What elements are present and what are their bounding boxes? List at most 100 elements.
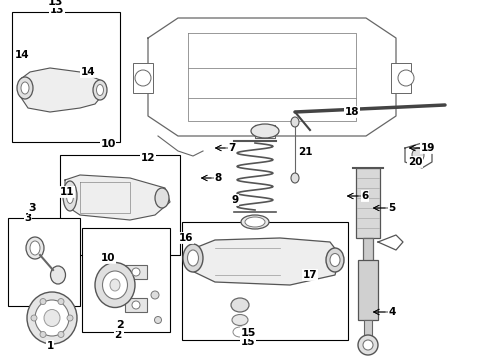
Text: 11: 11: [60, 187, 74, 197]
Text: 2: 2: [116, 320, 124, 330]
Text: 6: 6: [362, 191, 368, 201]
Text: 14: 14: [15, 50, 29, 60]
Text: 7: 7: [228, 143, 236, 153]
Text: 3: 3: [28, 203, 36, 213]
Ellipse shape: [232, 315, 248, 325]
Polygon shape: [20, 68, 105, 112]
Bar: [182, 222, 348, 340]
Text: 16: 16: [179, 233, 193, 243]
Text: 4: 4: [388, 307, 396, 317]
Ellipse shape: [412, 148, 424, 162]
Circle shape: [31, 315, 37, 321]
Ellipse shape: [95, 262, 135, 307]
Circle shape: [58, 332, 64, 337]
Bar: [125, 298, 147, 312]
Text: 3: 3: [29, 206, 35, 216]
Bar: [363, 238, 373, 265]
Text: 10: 10: [101, 253, 115, 263]
Text: 15: 15: [241, 337, 255, 347]
Ellipse shape: [102, 271, 127, 299]
Ellipse shape: [110, 279, 120, 291]
Text: 10: 10: [101, 142, 115, 152]
Bar: [12, 12, 120, 142]
Text: 4: 4: [388, 307, 396, 317]
Bar: [364, 320, 372, 345]
Circle shape: [67, 315, 73, 321]
Text: 3: 3: [24, 213, 32, 223]
Polygon shape: [190, 238, 340, 285]
Ellipse shape: [67, 189, 74, 203]
Ellipse shape: [132, 268, 140, 276]
Text: 20: 20: [408, 157, 422, 167]
Circle shape: [363, 340, 373, 350]
Ellipse shape: [50, 266, 66, 284]
Text: 14: 14: [81, 67, 96, 77]
Text: 21: 21: [298, 147, 312, 157]
Text: 1: 1: [47, 341, 53, 351]
Bar: [391, 63, 411, 93]
Ellipse shape: [151, 291, 159, 299]
Circle shape: [40, 332, 46, 337]
Text: 2: 2: [114, 330, 122, 340]
Ellipse shape: [330, 253, 340, 266]
Text: 20: 20: [408, 157, 422, 167]
Text: 13: 13: [49, 0, 62, 10]
Text: 1: 1: [47, 341, 53, 351]
Text: 19: 19: [421, 143, 435, 153]
Ellipse shape: [35, 300, 69, 336]
Circle shape: [58, 298, 64, 305]
Ellipse shape: [17, 77, 33, 99]
Ellipse shape: [132, 301, 140, 309]
Text: 17: 17: [303, 270, 318, 280]
Text: 16: 16: [179, 233, 193, 243]
Text: 3: 3: [24, 213, 32, 223]
Text: 10: 10: [100, 139, 116, 149]
Circle shape: [135, 70, 151, 86]
Ellipse shape: [21, 82, 29, 94]
Text: 5: 5: [389, 203, 395, 213]
Ellipse shape: [233, 327, 247, 337]
Text: 13: 13: [50, 5, 64, 15]
Text: 18: 18: [345, 107, 359, 117]
Text: 9: 9: [231, 195, 239, 205]
Text: 8: 8: [215, 173, 221, 183]
Bar: [133, 63, 153, 93]
Text: 15: 15: [241, 337, 255, 347]
Text: 15: 15: [240, 328, 256, 338]
Ellipse shape: [231, 298, 249, 312]
Ellipse shape: [183, 244, 203, 272]
Ellipse shape: [291, 173, 299, 183]
Text: 14: 14: [15, 50, 29, 60]
Ellipse shape: [97, 85, 103, 95]
Circle shape: [40, 298, 46, 305]
Text: 6: 6: [362, 191, 368, 201]
Text: 17: 17: [303, 270, 318, 280]
Text: 18: 18: [345, 107, 359, 117]
Text: 7: 7: [228, 143, 236, 153]
Ellipse shape: [27, 292, 77, 344]
Text: 5: 5: [389, 203, 395, 213]
Bar: [8, 218, 80, 306]
Text: 13: 13: [48, 0, 63, 7]
Bar: [125, 265, 147, 279]
Ellipse shape: [93, 80, 107, 100]
Polygon shape: [65, 175, 170, 220]
Ellipse shape: [245, 217, 265, 227]
Ellipse shape: [26, 237, 44, 259]
Ellipse shape: [154, 316, 162, 324]
Text: 2: 2: [114, 330, 122, 340]
Circle shape: [398, 70, 414, 86]
Text: 11: 11: [60, 187, 74, 197]
Ellipse shape: [44, 310, 60, 327]
Ellipse shape: [188, 250, 198, 266]
Circle shape: [358, 335, 378, 355]
Ellipse shape: [63, 181, 77, 211]
Ellipse shape: [251, 124, 279, 138]
Bar: [60, 155, 180, 255]
Ellipse shape: [241, 215, 269, 229]
Text: 14: 14: [81, 67, 96, 77]
Ellipse shape: [291, 117, 299, 127]
Bar: [358, 260, 378, 320]
Text: 12: 12: [141, 153, 155, 163]
Ellipse shape: [326, 248, 344, 272]
